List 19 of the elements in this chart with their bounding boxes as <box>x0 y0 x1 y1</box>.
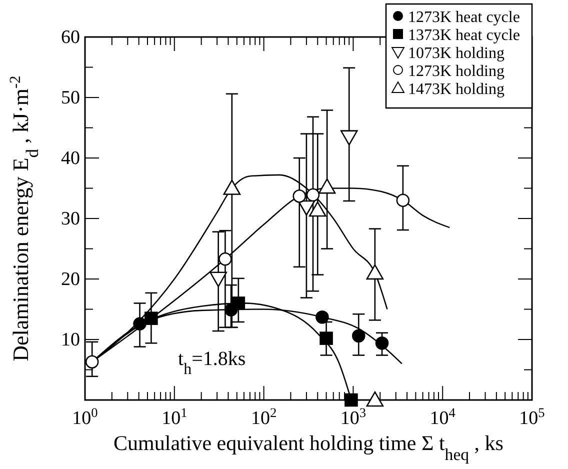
legend-label: 1373K heat cycle <box>408 27 520 44</box>
y-tick-label: 60 <box>61 27 80 48</box>
annotation: t$_{h}$=1.8ks <box>178 348 246 378</box>
x-tick-label: 10$^{1}$ <box>162 404 188 429</box>
y-tick-label: 20 <box>61 269 80 290</box>
y-tick-label: 50 <box>61 88 80 108</box>
x-tick-label: 10$^{0}$ <box>72 404 98 429</box>
legend-label: 1273K heat cycle <box>408 9 520 26</box>
x-tick-label: 10$^{4}$ <box>430 404 456 429</box>
x-tick-label: 10$^{5}$ <box>519 404 546 429</box>
x-tick-label: 10$^{2}$ <box>250 404 277 429</box>
y-tick-label: 40 <box>61 148 80 169</box>
x-tick-label: 10$^{3}$ <box>340 404 366 429</box>
legend-label: 1473K holding <box>408 81 504 98</box>
legend-label: 1273K holding <box>408 63 504 80</box>
legend-label: 1073K holding <box>408 45 504 62</box>
x-axis-title: Cumulative equivalent holding time Σ t$_{heq}$ , ks <box>114 431 504 464</box>
y-tick-label: 10 <box>61 330 80 350</box>
y-tick-label: 30 <box>61 208 80 230</box>
